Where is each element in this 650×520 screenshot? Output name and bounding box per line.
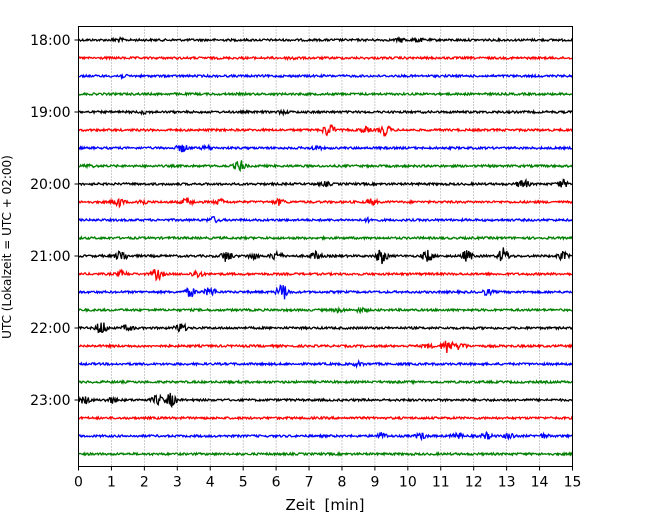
- seismic-traces: [77, 36, 574, 457]
- x-tick-label: 3: [173, 475, 182, 491]
- x-axis-label: Zeit [min]: [285, 496, 364, 514]
- trace-line: [78, 36, 573, 44]
- trace-line: [78, 160, 573, 173]
- trace-line: [78, 55, 574, 61]
- y-tick-label: 23:00: [30, 393, 70, 409]
- x-tick-label: 12: [465, 475, 483, 491]
- y-axis-label: UTC (Lokalzeit = UTC + 02:00): [0, 155, 14, 339]
- trace-line: [78, 215, 574, 224]
- x-tick-label: 10: [399, 475, 417, 491]
- trace-line: [78, 73, 574, 81]
- x-tick-label: 6: [272, 475, 281, 491]
- trace-line: [78, 108, 574, 117]
- trace-line: [77, 430, 573, 442]
- trace-line: [78, 340, 573, 354]
- trace-line: [77, 197, 573, 209]
- x-tick-label: 11: [432, 475, 450, 491]
- trace-line: [78, 415, 574, 421]
- x-tick-label: 13: [498, 475, 516, 491]
- x-tick-label: 5: [239, 475, 248, 491]
- x-tick-label: 8: [338, 475, 347, 491]
- y-tick-label: 18:00: [30, 33, 70, 49]
- trace-line: [78, 234, 574, 242]
- vertical-gridlines: [111, 26, 540, 467]
- trace-line: [77, 177, 573, 188]
- plot-frame: [78, 26, 573, 467]
- x-tick-label: 7: [305, 475, 314, 491]
- x-tick-label: 1: [107, 475, 116, 491]
- trace-line: [78, 284, 573, 300]
- y-tick-label: 22:00: [30, 321, 70, 337]
- trace-line: [77, 123, 573, 137]
- y-axis-ticks: 18:00 19:00 20:00 21:00 22:00 23:00: [30, 33, 79, 409]
- x-axis-ticks: 0 1 2 3 4 5 6 7 8 9 10 11 12 13 14 15: [74, 466, 582, 491]
- x-tick-label: 15: [564, 475, 582, 491]
- x-tick-label: 4: [206, 475, 215, 491]
- trace-line: [78, 305, 573, 315]
- trace-line: [78, 268, 573, 282]
- trace-line: [77, 247, 573, 265]
- y-tick-label: 20:00: [30, 177, 70, 193]
- trace-line: [77, 322, 573, 334]
- y-tick-label: 21:00: [30, 249, 70, 265]
- trace-line: [78, 91, 573, 98]
- x-tick-label: 2: [140, 475, 149, 491]
- x-tick-label: 9: [370, 475, 379, 491]
- trace-line: [78, 378, 573, 386]
- trace-line: [78, 392, 573, 409]
- trace-line: [78, 358, 573, 370]
- x-tick-label: 14: [531, 475, 549, 491]
- trace-line: [78, 451, 574, 457]
- x-tick-label: 0: [74, 475, 83, 491]
- trace-line: [78, 143, 573, 153]
- y-tick-label: 19:00: [30, 105, 70, 121]
